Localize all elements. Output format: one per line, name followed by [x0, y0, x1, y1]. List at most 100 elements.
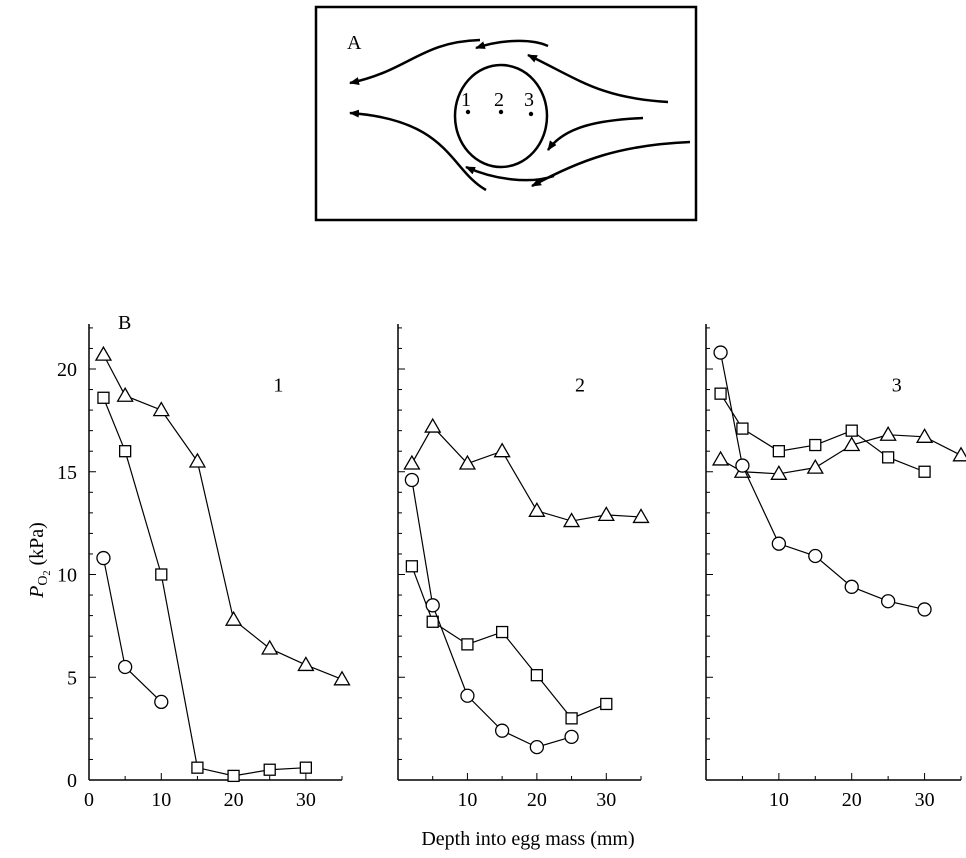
- panel-b-label: B: [118, 312, 131, 334]
- panel-a-label: A: [347, 32, 362, 54]
- data-point-triangle: [403, 454, 421, 470]
- data-point-square: [881, 451, 895, 464]
- data-point-square: [600, 697, 613, 711]
- data-point-square: [118, 445, 132, 458]
- series-line-triangle: [411, 425, 642, 522]
- data-point-circle: [404, 472, 420, 488]
- data-point-square: [461, 638, 474, 651]
- x-tick-label: 30: [596, 789, 616, 811]
- data-point-triangle: [843, 436, 861, 452]
- data-point-triangle: [333, 670, 351, 686]
- sample-point-2-dot: [498, 109, 504, 115]
- data-point-triangle: [597, 506, 615, 522]
- data-point-square: [772, 445, 786, 458]
- data-point-circle: [96, 550, 111, 566]
- data-point-circle: [460, 688, 475, 703]
- data-point-circle: [117, 659, 133, 675]
- x-axis-label: Depth into egg mass (mm): [421, 828, 634, 850]
- y-tick-label: 10: [57, 565, 77, 587]
- panel-a-frame: [314, 5, 698, 222]
- x-tick-label: 10: [457, 789, 477, 811]
- data-point-square: [714, 387, 727, 400]
- x-tick-label: 30: [296, 789, 316, 811]
- flow-arrow-lower-right: [531, 140, 691, 188]
- data-point-triangle: [632, 508, 650, 524]
- flow-arrow-middle-right: [546, 116, 644, 151]
- data-point-square: [426, 615, 439, 628]
- data-point-circle: [735, 458, 750, 473]
- data-point-circle: [713, 345, 728, 360]
- data-point-triangle: [562, 512, 581, 528]
- sample-point-3-dot: [528, 111, 534, 117]
- data-point-square: [809, 438, 822, 452]
- series-line-square: [102, 397, 306, 777]
- data-point-triangle: [188, 452, 207, 468]
- chart-panel-2: 10 20 30 2: [397, 324, 650, 811]
- panel-b: B PO2 (kPa) Depth into egg mass (mm) 0 5 1…: [26, 312, 966, 850]
- sample-point-1-label: 1: [461, 89, 471, 111]
- panel-a-diagram: A 1 2 3: [314, 5, 698, 222]
- data-point-square: [263, 763, 276, 776]
- x-tick-label: 10: [151, 789, 171, 811]
- data-point-triangle: [770, 465, 788, 480]
- data-point-circle: [425, 598, 440, 613]
- y-tick-label: 5: [67, 667, 77, 689]
- y-tick-label: 0: [67, 770, 77, 792]
- data-point-triangle: [224, 610, 243, 626]
- data-point-circle: [529, 739, 545, 755]
- flow-arrow-upper-outer: [349, 38, 481, 85]
- series-line-square: [411, 566, 607, 720]
- data-point-triangle: [297, 656, 315, 672]
- flow-arrow-lower-outer: [349, 109, 487, 192]
- x-tick-label: 20: [842, 789, 862, 811]
- data-point-triangle: [493, 442, 511, 458]
- chart-panel-3: 10 20 30 3: [705, 324, 966, 811]
- data-point-square: [565, 712, 578, 725]
- panel-number-3: 3: [892, 375, 902, 397]
- data-point-square: [191, 761, 204, 774]
- data-point-triangle: [116, 386, 134, 402]
- series-line-circle: [411, 479, 572, 748]
- data-point-circle: [917, 602, 932, 617]
- x-tick-label: 20: [224, 789, 244, 811]
- sample-point-1-dot: [465, 109, 471, 115]
- data-point-square: [97, 391, 110, 404]
- data-point-square: [530, 669, 544, 682]
- series-line-circle: [102, 557, 162, 703]
- data-point-square: [155, 568, 168, 581]
- data-point-triangle: [152, 401, 170, 417]
- data-point-square: [299, 761, 313, 774]
- flow-arrow-upper-right: [527, 53, 669, 104]
- data-point-square: [845, 424, 858, 437]
- data-point-circle: [771, 536, 787, 551]
- data-point-square: [736, 422, 749, 435]
- flow-arrow-lower-inner: [465, 165, 555, 182]
- data-point-circle: [844, 579, 859, 594]
- data-point-circle: [808, 548, 823, 564]
- sample-point-2-label: 2: [494, 89, 504, 111]
- flow-arrows: [349, 38, 691, 192]
- data-point-triangle: [806, 458, 824, 474]
- egg-mass-outline: [453, 63, 549, 169]
- sample-point-3-label: 3: [524, 89, 534, 111]
- data-point-circle: [880, 594, 896, 609]
- x-tick-label: 0: [84, 789, 94, 811]
- series-line-triangle: [102, 354, 343, 680]
- flow-arrow-upper-inner: [475, 39, 549, 50]
- y-tick-label: 20: [57, 359, 77, 381]
- data-point-triangle: [528, 501, 546, 517]
- data-point-triangle: [261, 639, 279, 655]
- data-point-square: [495, 625, 509, 639]
- data-point-circle: [494, 723, 510, 738]
- data-point-triangle: [915, 428, 934, 443]
- data-point-triangle: [711, 450, 730, 466]
- panel-number-2: 2: [575, 375, 585, 397]
- data-point-square: [918, 465, 931, 478]
- plots: 0 5 10 15 20 0 10 20 30 1 10 20 30 2 10 20 30 3: [57, 324, 966, 811]
- data-point-circle: [564, 729, 579, 744]
- data-point-triangle: [424, 417, 442, 433]
- data-point-triangle: [952, 446, 966, 462]
- chart-panel-1: 0 5 10 15 20 0 10 20 30 1: [57, 324, 351, 811]
- x-tick-label: 20: [527, 789, 547, 811]
